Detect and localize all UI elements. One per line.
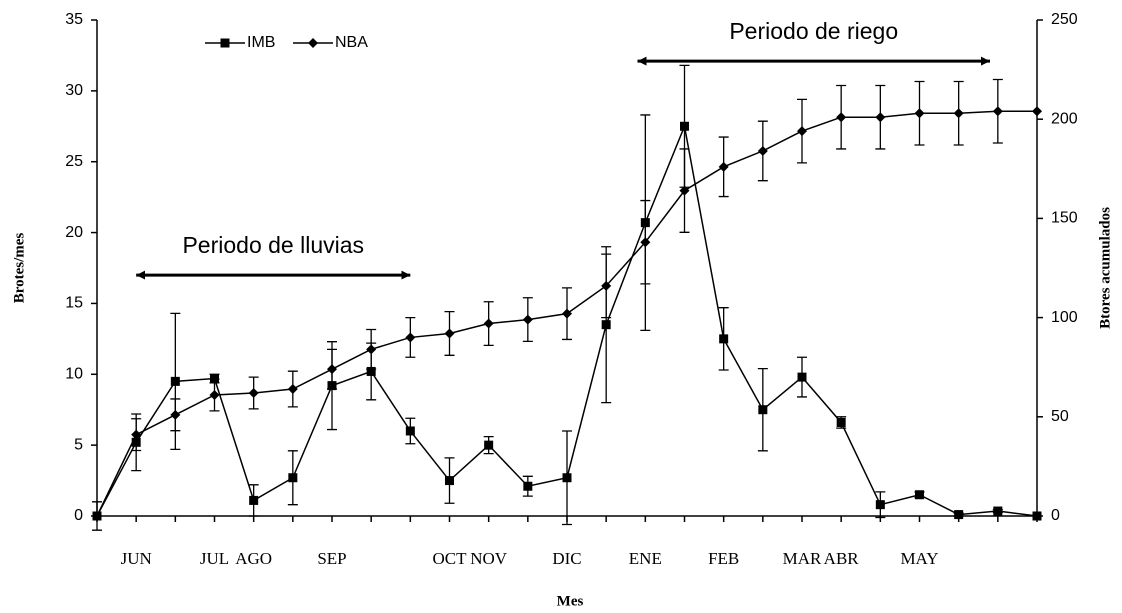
marker [170,409,181,420]
marker [445,476,454,486]
marker [601,280,612,291]
x-tick-label: JUL [200,549,229,568]
marker [758,405,768,415]
marker [757,145,768,156]
marker [719,334,729,344]
marker [523,481,533,491]
x-tick-label: JUN [121,549,152,568]
x-tick-label: MAR [783,549,822,568]
marker [915,490,924,500]
legend-label: NBA [335,34,368,51]
marker [797,126,807,137]
marker [288,473,298,483]
marker [522,314,533,325]
marker [170,376,180,386]
y-tick-label: 30 [65,82,83,99]
marker [249,495,259,505]
marker [366,344,377,355]
marker [993,506,1003,516]
marker [405,332,416,343]
marker [954,510,964,520]
y2-tick-label: 250 [1051,11,1078,28]
y2-tick-label: 100 [1051,309,1078,326]
y-tick-label: 0 [74,507,83,524]
x-tick-label: ENE [629,549,662,568]
y-tick-label: 20 [65,224,83,241]
marker [992,106,1003,117]
y-tick-label: 10 [65,366,83,383]
marker [875,500,885,510]
y-tick-label: 25 [65,153,83,170]
annotation: Periodo de lluvias [182,232,364,258]
marker [601,320,611,330]
marker [680,121,689,131]
marker [220,38,230,48]
y-tick-label: 35 [65,11,83,28]
marker [248,387,259,398]
annotation: Periodo de riego [729,18,898,44]
marker [92,511,102,521]
marker [483,318,494,329]
marker [366,366,376,376]
marker [640,237,651,248]
marker [327,364,337,375]
x-tick-label: AGO [235,549,272,568]
legend-label: IMB [247,34,275,51]
x-tick-label: OCT [433,549,468,568]
marker [1032,106,1042,117]
marker [308,38,318,48]
y2-tick-label: 50 [1051,408,1069,425]
marker [836,112,847,123]
marker [562,308,572,319]
y-axis-label: Brotes/mes [11,233,27,304]
y2-tick-label: 150 [1051,210,1078,227]
x-axis-label: Mes [557,593,584,609]
y2-tick-label: 0 [1051,507,1060,524]
marker [484,440,494,450]
marker [875,112,886,123]
marker [287,384,298,395]
marker [131,429,142,440]
marker [718,161,729,172]
marker [836,417,846,427]
marker [679,185,690,196]
marker [444,328,455,339]
x-tick-label: NOV [470,549,508,568]
marker [1032,511,1042,521]
marker [914,108,925,119]
y-tick-label: 5 [74,436,83,453]
marker [797,372,807,382]
x-tick-label: MAY [900,549,938,568]
y2-tick-label: 200 [1051,110,1078,127]
marker [953,108,964,119]
marker [209,389,220,400]
x-tick-label: SEP [317,549,346,568]
marker [405,426,415,436]
x-tick-label: FEB [708,549,739,568]
x-tick-label: DIC [552,549,581,568]
x-tick-label: ABR [824,549,860,568]
y2-axis-label: Btores acumulados [1097,207,1113,329]
y-tick-label: 15 [65,295,83,312]
marker [562,473,572,483]
